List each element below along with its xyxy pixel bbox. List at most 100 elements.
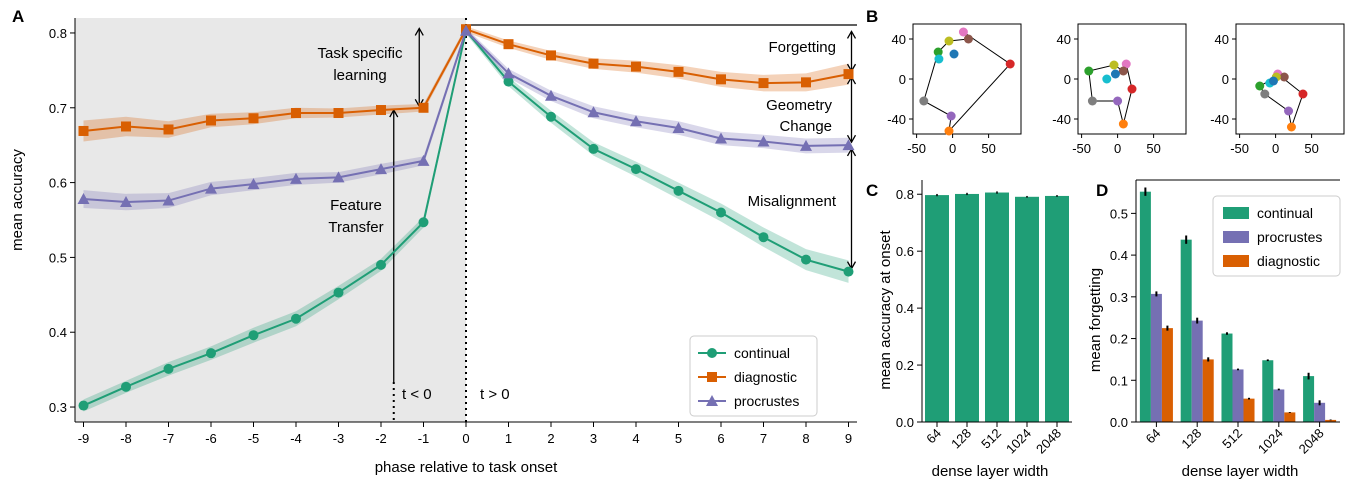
x-tick-label: 7 [760, 431, 767, 446]
legend-marker-diagnostic [707, 372, 717, 382]
point-procrustes [375, 163, 387, 175]
legend-label-continual: continual [734, 345, 790, 361]
annotation-geometry-line2: Change [779, 118, 832, 135]
point-diagnostic [206, 115, 216, 126]
embedding-point [1118, 66, 1128, 76]
annotation-feature-transfer-line1: Feature [330, 197, 382, 214]
point-continual [206, 348, 216, 359]
embedding-point [1087, 96, 1097, 106]
bar-continual [1221, 333, 1233, 422]
point-continual [673, 185, 684, 196]
y-tick-label: 0.7 [49, 101, 67, 116]
point-continual [843, 266, 854, 277]
bar-onset-accuracy [1015, 196, 1039, 422]
point-procrustes [205, 182, 217, 194]
x-tick-label: -50 [1230, 141, 1249, 156]
bar-onset-accuracy [985, 192, 1009, 422]
x-tick-label: 2 [547, 431, 554, 446]
embedding-point [1084, 66, 1094, 76]
band-diagnostic [83, 26, 849, 142]
point-procrustes [587, 106, 600, 118]
embedding-subplot-1: -50 0 50 40 0 -40 [887, 23, 1022, 156]
embedding-point [1268, 76, 1278, 86]
x-tick-label: -9 [78, 431, 90, 446]
y-tick-label: 0 [1064, 72, 1071, 87]
y-tick-label: 0.3 [1110, 290, 1128, 305]
y-tick-label: 0.8 [49, 26, 67, 41]
y-tick-label: 0.4 [896, 301, 914, 316]
point-continual [78, 400, 89, 411]
x-tick-label: 5 [675, 431, 682, 446]
y-tick-label: 0.0 [1110, 415, 1128, 430]
embedding-point [1260, 89, 1270, 99]
x-tick-label: 50 [981, 141, 995, 156]
x-tick-label: 50 [1304, 141, 1318, 156]
x-tick-label: 1024 [1003, 426, 1034, 457]
x-tick-label: 64 [923, 426, 944, 447]
bar-procrustes [1314, 402, 1326, 422]
point-continual [121, 381, 131, 392]
bar-continual [1139, 191, 1151, 422]
pre-onset-shade [75, 18, 466, 422]
y-tick-label: -40 [1210, 112, 1229, 127]
legend-marker-continual [707, 348, 717, 358]
annotation-forgetting: Forgetting [768, 39, 836, 56]
x-tick-label: 3 [590, 431, 597, 446]
point-diagnostic [843, 69, 854, 80]
point-continual [503, 76, 514, 87]
annotation-t-positive: t > 0 [480, 386, 510, 403]
point-procrustes [290, 172, 302, 184]
bar-procrustes [1150, 293, 1162, 422]
legend-label-continual: continual [1257, 205, 1313, 221]
embedding-point [1005, 59, 1015, 69]
point-diagnostic [758, 78, 769, 89]
subplot-frame [1235, 23, 1345, 135]
x-tick-label: -4 [290, 431, 302, 446]
x-tick-label: 0 [1272, 141, 1279, 156]
x-tick-label: -50 [1072, 141, 1091, 156]
x-tick-label: -1 [418, 431, 430, 446]
point-continual [631, 164, 641, 175]
x-tick-label: 1 [505, 431, 512, 446]
point-procrustes [120, 196, 132, 208]
x-tick-label: 512 [1219, 426, 1245, 452]
point-diagnostic [291, 108, 301, 119]
embedding-subplot-2: -50 0 50 40 0 -40 [1052, 23, 1187, 156]
panel-c-y-axis-label: mean accuracy at onset [877, 230, 894, 390]
panel-a-line-chart: -9 -8 -7 -6 -5 -4 -3 -2 -1 0 1 2 3 4 5 6 7 8 9 0.3 0.4 0.5 0.6… [9, 18, 857, 476]
point-diagnostic [546, 50, 556, 61]
y-tick-label: 0.5 [1110, 206, 1128, 221]
bar-continual [1262, 360, 1274, 422]
x-tick-label: -2 [375, 431, 387, 446]
embedding-point [919, 96, 929, 106]
point-diagnostic [418, 102, 429, 113]
embedding-point [1255, 81, 1265, 91]
point-diagnostic [121, 121, 131, 132]
legend-label-procrustes: procrustes [734, 393, 799, 409]
point-continual [588, 143, 599, 154]
point-procrustes [545, 89, 557, 101]
embedding-point [963, 34, 973, 44]
bar-onset-accuracy [925, 195, 949, 422]
point-diagnostic [376, 105, 386, 116]
point-diagnostic [673, 66, 684, 77]
series-lines [77, 24, 855, 411]
x-tick-label: 8 [802, 431, 809, 446]
task-specific-arrowhead-top [414, 27, 424, 36]
bar-onset-accuracy [955, 193, 979, 422]
embedding-point [934, 54, 944, 64]
point-diagnostic [503, 39, 514, 50]
y-tick-label: 0.6 [896, 244, 914, 259]
point-procrustes [247, 178, 260, 190]
annotation-t-negative: t < 0 [402, 386, 432, 403]
embedding-point [944, 36, 954, 46]
embedding-point [1286, 122, 1296, 132]
bar-procrustes [1191, 320, 1203, 422]
point-procrustes [800, 139, 812, 151]
embedding-point [1298, 89, 1308, 99]
x-tick-label: 128 [948, 426, 974, 452]
embedding-point [949, 49, 959, 59]
point-diagnostic [716, 74, 726, 85]
point-procrustes [460, 24, 472, 36]
